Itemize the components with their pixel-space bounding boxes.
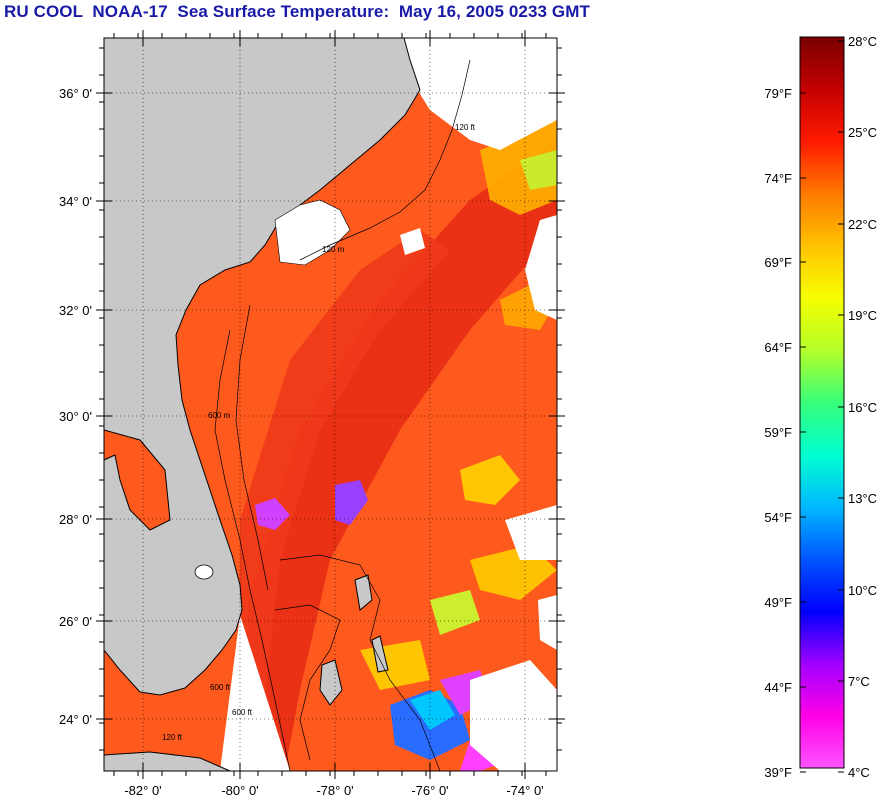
colorbar-f-label: 74°F [764,171,792,186]
bahamas-abaco [354,574,373,611]
colorbar-c-label: 19°C [848,308,877,323]
colorbar-c-label: 7°C [848,674,870,689]
land [103,37,421,772]
longitude-labels: -82° 0' -80° 0' -78° 0' -76° 0' -74° 0' [124,783,543,798]
lon-label: -80° 0' [221,783,258,798]
colorbar-c-label: 28°C [848,34,877,49]
contour-label: 600 m [208,411,231,420]
colorbar-c-label: 10°C [848,583,877,598]
lat-label: 26° 0' [59,614,92,629]
contour-label: 600 ft [210,683,231,692]
lat-label: 28° 0' [59,512,92,527]
lon-label: -78° 0' [316,783,353,798]
contour-label: 120 ft [162,733,183,742]
deep-warm-core [240,230,450,700]
gulf-stream-warm-band [245,140,557,771]
colorbar-f-label: 54°F [764,510,792,525]
contour-label: 120 ft [455,123,476,132]
lon-label: -74° 0' [506,783,543,798]
colorbar-c-label: 4°C [848,765,870,780]
colorbar-c-label: 22°C [848,217,877,232]
colorbar: 79°F 74°F 69°F 64°F 59°F 54°F 49°F 44°F 39°F 28°… [764,34,877,780]
lake-okeechobee [194,564,214,580]
bahamas-andros [319,659,343,706]
map-panel: 120 m 600 m 600 ft 120 ft 600 ft 120 ft [96,30,565,779]
contour-label: 120 m [322,245,345,254]
contour-label: 600 ft [232,708,253,717]
lat-label: 36° 0' [59,86,92,101]
colorbar-c-label: 16°C [848,400,877,415]
colorbar-c-label: 25°C [848,125,877,140]
lat-label: 24° 0' [59,712,92,727]
lat-label: 34° 0' [59,194,92,209]
us-coastline [103,37,421,696]
frame-ticks [96,30,565,779]
colorbar-f-label: 64°F [764,340,792,355]
map-title: RU COOL NOAA-17 Sea Surface Temperature:… [4,2,590,21]
latitude-labels: 36° 0' 34° 0' 32° 0' 30° 0' 28° 0' 26° 0' 24° … [59,86,92,727]
colorbar-c-label: 13°C [848,491,877,506]
carolina-cloud-bay [274,199,351,266]
colorbar-f-label: 39°F [764,765,792,780]
colorbar-f-label: 79°F [764,86,792,101]
lon-label: -82° 0' [124,783,161,798]
colorbar-f-label: 49°F [764,595,792,610]
colorbar-gradient [799,36,845,769]
colorbar-f-label: 44°F [764,680,792,695]
colorbar-f-label: 59°F [764,425,792,440]
bahamas-eleuthera [371,635,389,673]
cloud-regions [220,38,557,771]
colorbar-celsius-labels: 28°C 25°C 22°C 19°C 16°C 13°C 10°C 7°C 4°C [838,34,877,780]
lon-label: -76° 0' [411,783,448,798]
colorbar-f-label: 69°F [764,255,792,270]
lat-label: 32° 0' [59,303,92,318]
lat-label: 30° 0' [59,409,92,424]
colorbar-fahrenheit-labels: 79°F 74°F 69°F 64°F 59°F 54°F 49°F 44°F 39°F [764,86,806,780]
contour-label-group: 120 m 600 m 600 ft 120 ft 600 ft 120 ft [162,123,476,742]
